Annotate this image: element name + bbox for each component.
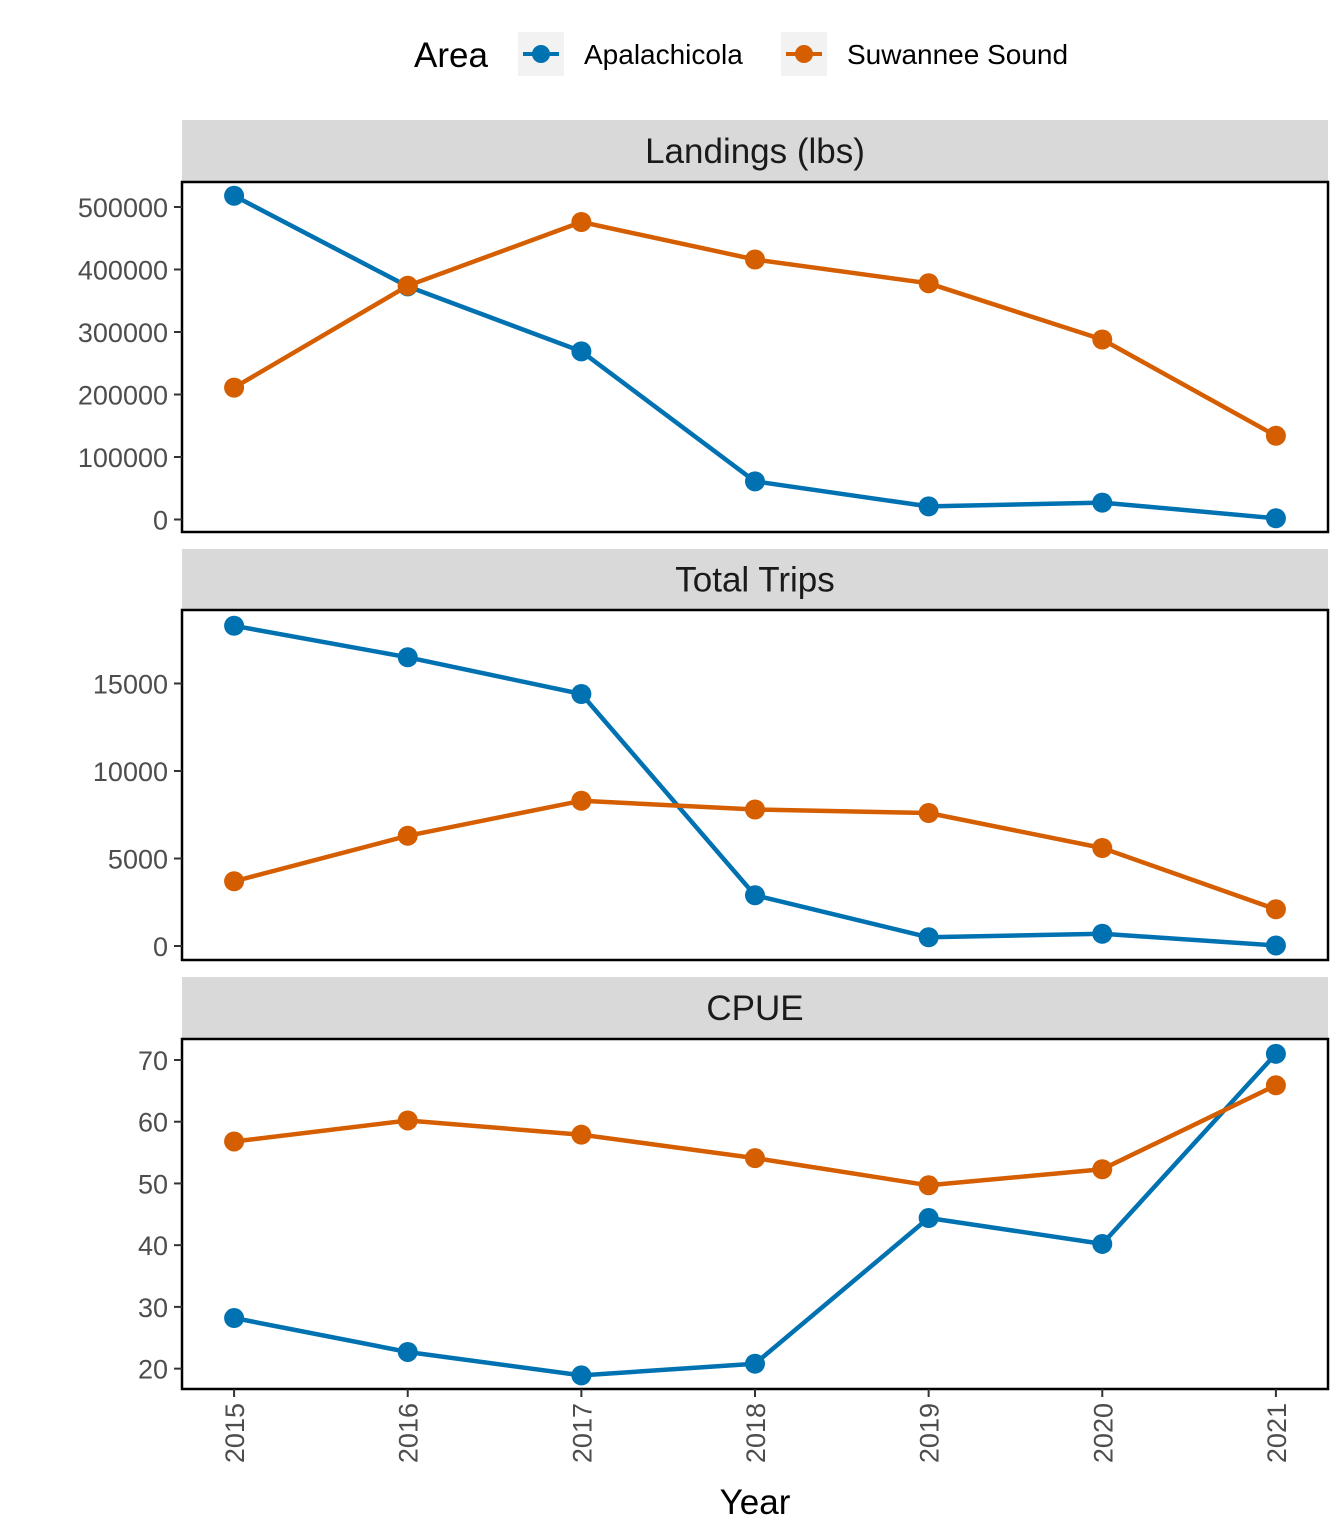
legend-label: Apalachicola bbox=[584, 39, 743, 70]
x-tick-label: 2021 bbox=[1262, 1403, 1292, 1463]
data-point bbox=[1092, 1233, 1113, 1254]
data-point bbox=[571, 684, 592, 704]
data-point bbox=[918, 273, 939, 294]
y-tick-label: 100000 bbox=[78, 443, 168, 473]
data-point bbox=[918, 496, 939, 517]
data-point bbox=[571, 212, 592, 232]
series-suwannee-sound bbox=[224, 1075, 1286, 1196]
data-point bbox=[918, 927, 939, 948]
data-point bbox=[745, 249, 765, 270]
legend-label: Suwannee Sound bbox=[847, 39, 1068, 70]
legend-key-point bbox=[532, 45, 550, 63]
data-point bbox=[224, 185, 245, 206]
data-point bbox=[745, 885, 765, 906]
data-point bbox=[397, 1110, 418, 1131]
facet-strip bbox=[182, 977, 1328, 1039]
y-tick-label: 200000 bbox=[78, 381, 168, 411]
x-tick-label: 2017 bbox=[567, 1403, 597, 1463]
legend-title: Area bbox=[414, 36, 488, 75]
y-tick-label: 20 bbox=[138, 1355, 168, 1385]
data-point bbox=[224, 615, 245, 636]
y-tick-label: 70 bbox=[138, 1046, 168, 1076]
data-point bbox=[397, 275, 418, 296]
panel-total-trips: Total Trips 0 5000 10000 15000 bbox=[93, 549, 1330, 962]
panel-border bbox=[180, 1037, 1330, 1391]
data-point bbox=[224, 1308, 245, 1329]
x-axis: 2015 2016 2017 2018 2019 2020 2021 bbox=[220, 1389, 1292, 1463]
data-point bbox=[918, 1208, 939, 1229]
y-tick-label: 0 bbox=[153, 932, 168, 962]
data-point bbox=[1265, 899, 1286, 920]
facet-title: CPUE bbox=[706, 989, 803, 1028]
data-point bbox=[397, 1341, 418, 1362]
x-tick-label: 2020 bbox=[1088, 1403, 1118, 1463]
panel-cpue: CPUE 20 30 40 50 60 70 bbox=[138, 977, 1330, 1391]
data-point bbox=[1265, 425, 1286, 446]
y-tick-label: 10000 bbox=[93, 757, 168, 787]
data-point bbox=[224, 377, 245, 398]
series-suwannee-sound bbox=[224, 790, 1286, 920]
x-axis-title: Year bbox=[720, 1483, 791, 1522]
y-tick-label: 5000 bbox=[108, 845, 168, 875]
data-point bbox=[1265, 935, 1286, 956]
data-point bbox=[571, 341, 592, 362]
series-apalachicola bbox=[224, 1043, 1286, 1386]
y-tick-label: 50 bbox=[138, 1169, 168, 1199]
legend-item-apalachicola: Apalachicola bbox=[518, 32, 743, 76]
facet-strip bbox=[182, 549, 1328, 610]
y-tick-label: 0 bbox=[153, 506, 168, 536]
legend: Area Apalachicola Suwannee Sound bbox=[414, 32, 1068, 76]
y-tick-label: 15000 bbox=[93, 670, 168, 700]
data-point bbox=[1092, 329, 1113, 350]
facet-title: Total Trips bbox=[675, 561, 835, 600]
facet-strip bbox=[182, 120, 1328, 182]
data-point bbox=[397, 647, 418, 668]
data-point bbox=[1265, 508, 1286, 529]
data-point bbox=[571, 790, 592, 811]
x-tick-label: 2019 bbox=[915, 1403, 945, 1463]
data-point bbox=[1092, 1159, 1113, 1180]
x-tick-label: 2016 bbox=[394, 1403, 424, 1463]
data-point bbox=[1092, 923, 1113, 944]
series-suwannee-sound bbox=[224, 212, 1286, 446]
y-tick-label: 40 bbox=[138, 1231, 168, 1261]
data-point bbox=[1265, 1043, 1286, 1064]
data-point bbox=[1092, 838, 1113, 858]
legend-key-point bbox=[795, 45, 813, 63]
data-point bbox=[224, 1131, 245, 1152]
data-point bbox=[224, 871, 245, 892]
data-point bbox=[1265, 1075, 1286, 1096]
data-point bbox=[397, 825, 418, 846]
y-tick-label: 30 bbox=[138, 1293, 168, 1323]
panel-landings-lbs: Landings (lbs) 0 100000 200000 300000 400000 5… bbox=[78, 120, 1330, 536]
y-tick-label: 60 bbox=[138, 1108, 168, 1138]
y-tick-label: 300000 bbox=[78, 318, 168, 348]
data-point bbox=[571, 1124, 592, 1145]
y-tick-label: 400000 bbox=[78, 256, 168, 286]
x-tick-label: 2015 bbox=[220, 1403, 250, 1463]
data-point bbox=[745, 799, 765, 820]
data-point bbox=[745, 1148, 765, 1169]
data-point bbox=[918, 803, 939, 823]
data-point bbox=[918, 1175, 939, 1196]
x-tick-label: 2018 bbox=[741, 1403, 771, 1463]
panel-border bbox=[180, 608, 1330, 962]
data-point bbox=[1092, 492, 1113, 513]
series-apalachicola bbox=[224, 615, 1286, 956]
facet-title: Landings (lbs) bbox=[645, 132, 865, 171]
y-tick-label: 500000 bbox=[78, 193, 168, 223]
legend-item-suwannee-sound: Suwannee Sound bbox=[781, 32, 1068, 76]
data-point bbox=[745, 1353, 765, 1374]
chart-panels: Landings (lbs)01000002000003000004000005… bbox=[78, 120, 1330, 1391]
data-point bbox=[745, 471, 765, 492]
data-point bbox=[571, 1365, 592, 1386]
